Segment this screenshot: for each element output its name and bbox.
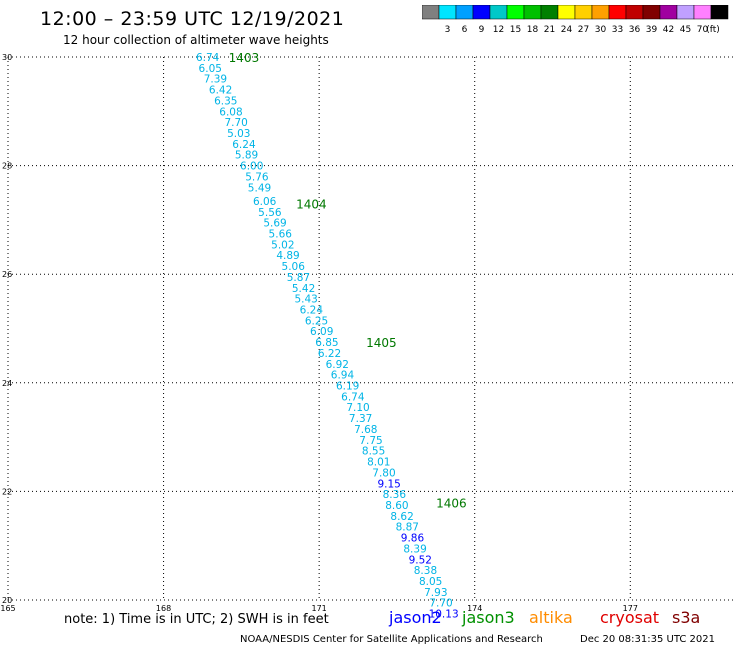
wave-height-point: 7.37 (349, 413, 372, 425)
wave-height-point: 6.00 (240, 161, 263, 173)
wave-height-point: 7.75 (359, 435, 382, 447)
track-number-label: 1403 (229, 51, 260, 65)
wave-height-point: 7.93 (424, 587, 447, 599)
satellite-altika: altika (529, 608, 573, 627)
wave-height-point: 4.89 (276, 250, 299, 262)
wave-height-point: 7.68 (354, 424, 377, 436)
wave-height-point: 8.60 (385, 500, 408, 512)
wave-height-point: 5.76 (245, 171, 269, 183)
colorbar-swatch (710, 5, 729, 20)
wave-height-point: 6.05 (199, 63, 222, 75)
wave-height-point: 5.87 (287, 272, 310, 284)
wave-height-point: 5.06 (282, 261, 306, 273)
track-number-label: 1406 (436, 496, 467, 510)
satellite-cryosat: cryosat (600, 608, 660, 627)
colorbar-label: 24 (561, 25, 573, 35)
wave-height-point: 7.10 (346, 402, 369, 414)
x-tick-label: 168 (156, 604, 171, 613)
colorbar-label: 9 (479, 25, 485, 35)
wave-height-point: 6.42 (209, 85, 232, 97)
satellite-s3a: s3a (672, 608, 701, 627)
wave-height-point: 6.25 (305, 315, 328, 327)
colorbar-label: 33 (612, 25, 623, 35)
wave-height-point: 5.66 (269, 228, 293, 240)
wave-height-point: 8.55 (362, 446, 385, 458)
y-tick-label: 26 (2, 270, 12, 279)
wave-height-point: 8.36 (383, 489, 407, 501)
colorbar-label: 3 (445, 25, 451, 35)
y-tick-label: 22 (2, 487, 12, 496)
wave-height-point: 8.87 (396, 522, 419, 534)
colorbar-label: 42 (663, 25, 674, 35)
wave-height-point: 9.52 (409, 554, 432, 566)
wave-height-point: 5.49 (248, 182, 271, 194)
y-tick-label: 24 (2, 379, 12, 388)
x-tick-label: 165 (0, 604, 15, 613)
wave-height-point: 5.69 (263, 218, 286, 230)
colorbar-label: 12 (493, 25, 504, 35)
colorbar-label: 36 (629, 25, 641, 35)
wave-height-point: 5.42 (292, 283, 315, 295)
colorbar-label: 30 (595, 25, 607, 35)
wave-height-point: 8.01 (367, 457, 390, 469)
wave-height-point: 10.13 (429, 609, 459, 621)
wave-height-point: 6.74 (341, 391, 365, 403)
track-number-label: 1404 (296, 198, 327, 212)
x-tick-label: 174 (467, 604, 482, 613)
units-note: note: 1) Time is in UTC; 2) SWH is in fe… (64, 612, 329, 627)
colorbar-label: 15 (510, 25, 521, 35)
satellite-jason2: jason2 (389, 608, 442, 627)
wave-height-point: 9.15 (377, 478, 400, 490)
wave-height-point: 8.39 (403, 543, 426, 555)
x-tick-label: 177 (623, 604, 638, 613)
colorbar-label: 27 (578, 25, 589, 35)
wave-height-point: 8.38 (414, 565, 437, 577)
wave-height-point: 5.43 (294, 294, 317, 306)
colorbar-label: 21 (544, 25, 555, 35)
wave-height-point: 6.24 (300, 304, 324, 316)
wave-height-point: 7.80 (372, 467, 395, 479)
wave-height-point: 7.70 (224, 117, 247, 129)
wave-height-point: 6.94 (331, 370, 355, 382)
wave-height-point: 5.03 (227, 128, 250, 140)
wave-height-point: 6.09 (310, 326, 333, 338)
track-number-label: 1405 (366, 336, 397, 350)
y-tick-label: 28 (2, 162, 12, 171)
satellite-jason3: jason3 (462, 608, 515, 627)
colorbar-label: 18 (527, 25, 539, 35)
wave-height-point: 6.19 (336, 381, 359, 393)
chart-subtitle: 12 hour collection of altimeter wave hei… (63, 33, 329, 47)
x-tick-label: 171 (312, 604, 327, 613)
wave-height-point: 9.86 (401, 533, 425, 545)
wave-height-point: 5.56 (258, 207, 282, 219)
wave-height-point: 6.35 (214, 95, 237, 107)
colorbar-label: 70 (697, 25, 709, 35)
wave-height-point: 8.05 (419, 576, 442, 588)
chart-title: 12:00 – 23:59 UTC 12/19/2021 (40, 8, 345, 30)
wave-height-point: 6.22 (318, 348, 341, 360)
timestamp-text: Dec 20 08:31:35 UTC 2021 (580, 634, 715, 645)
colorbar-label: 39 (646, 25, 658, 35)
wave-height-point: 6.08 (219, 106, 242, 118)
wave-height-point: 6.74 (196, 52, 220, 64)
wave-height-point: 6.24 (232, 139, 256, 151)
wave-height-point: 6.92 (326, 359, 349, 371)
wave-height-point: 7.39 (204, 74, 227, 86)
credit-text: NOAA/NESDIS Center for Satellite Applica… (240, 634, 543, 645)
wave-height-point: 5.02 (271, 239, 294, 251)
wave-height-point: 7.70 (429, 598, 452, 610)
color-legend: 3 6 9 12 15 18 21 24 27 30 33 36 39 42 45 70(ft) (422, 5, 729, 35)
colorbar-label: 6 (462, 25, 468, 35)
colorbar-label: 45 (680, 25, 691, 35)
wave-height-point: 8.62 (390, 511, 413, 523)
y-tick-label: 30 (2, 53, 12, 62)
wave-height-point: 5.89 (235, 150, 258, 162)
wave-height-point: 6.06 (253, 196, 277, 208)
y-tick-label: 20 (2, 596, 12, 605)
wave-height-point: 6.85 (315, 337, 338, 349)
colorbar-unit: (ft) (706, 25, 720, 35)
